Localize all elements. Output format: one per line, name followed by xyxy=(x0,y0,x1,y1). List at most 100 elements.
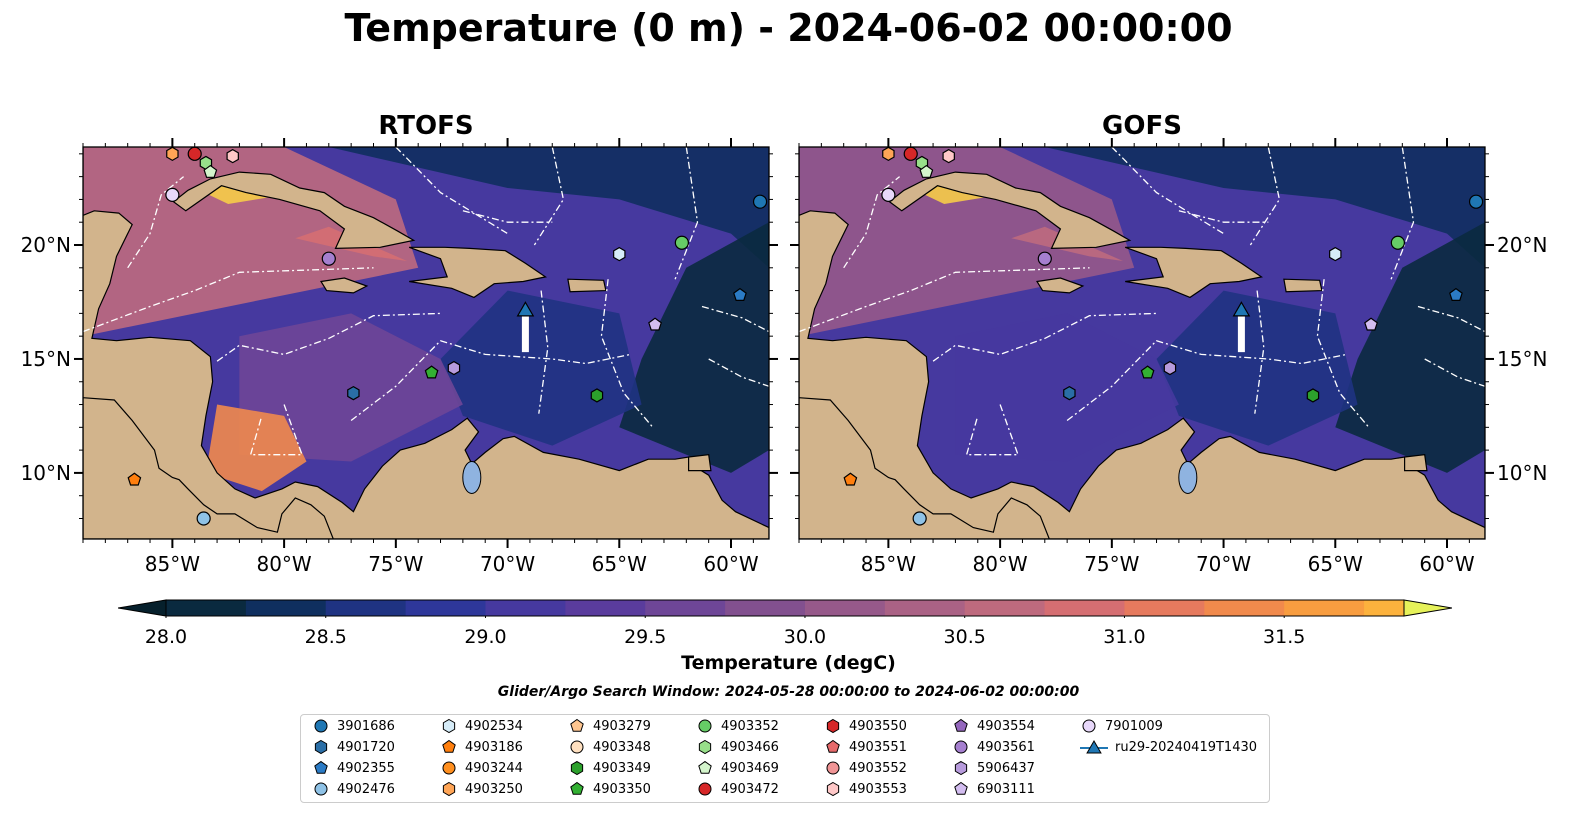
float-4903250[interactable] xyxy=(166,147,179,162)
legend-item: 4903348 xyxy=(567,737,651,757)
eez-boundary xyxy=(538,290,549,414)
eez-boundary xyxy=(1390,147,1415,280)
legend-item: 3901686 xyxy=(311,716,395,736)
float-3901686[interactable] xyxy=(752,194,768,209)
float-3901686[interactable] xyxy=(1468,194,1484,209)
float-4901720[interactable] xyxy=(1063,385,1076,401)
eez-boundary xyxy=(932,312,1157,362)
search-window-caption: Glider/Argo Search Window: 2024-05-28 00… xyxy=(497,684,1080,700)
colorbar-segment xyxy=(325,600,407,616)
float-4903553[interactable] xyxy=(942,148,955,164)
colorbar-segment xyxy=(1364,600,1405,616)
legend-marker-icon xyxy=(826,739,840,753)
float-6903111[interactable] xyxy=(648,317,662,331)
legend-label: 4903186 xyxy=(465,739,523,755)
eez-boundary xyxy=(701,305,769,333)
land-hispaniola xyxy=(1124,246,1264,299)
float-4902534[interactable] xyxy=(613,246,626,262)
float-5906437[interactable] xyxy=(1163,360,1177,376)
lat-tick-label: 15°N xyxy=(1497,347,1547,371)
lake-maracaibo xyxy=(1178,460,1198,494)
map-frame xyxy=(798,146,1486,540)
legend-label: 3901686 xyxy=(337,718,395,734)
legend-item: 4903186 xyxy=(439,737,523,757)
eez-boundary xyxy=(83,267,374,333)
float-4901720[interactable] xyxy=(347,385,360,401)
colorbar-segment xyxy=(1284,600,1365,616)
legend-marker-icon xyxy=(442,781,456,797)
legend-label: 4903350 xyxy=(593,781,651,797)
lon-tick-label: 75°W xyxy=(368,552,423,576)
legend-item: 4903553 xyxy=(823,779,907,799)
float-6903111[interactable] xyxy=(1364,317,1378,331)
legend-item: 4903352 xyxy=(695,716,779,736)
float-4902355[interactable] xyxy=(733,287,747,301)
eez-boundary xyxy=(965,404,1019,456)
eez-boundary xyxy=(1316,279,1370,428)
float-7901009[interactable] xyxy=(881,187,896,202)
float-4903349[interactable] xyxy=(1306,388,1320,403)
eez-boundary xyxy=(799,267,1090,333)
float-4903350[interactable] xyxy=(424,365,439,379)
float-4903352[interactable] xyxy=(674,235,689,250)
legend-item: 4903550 xyxy=(823,716,907,736)
legend-marker-icon xyxy=(954,760,968,776)
map-gofs[interactable] xyxy=(799,147,1485,539)
float-4903561[interactable] xyxy=(1037,251,1052,266)
colorbar-segment xyxy=(166,600,247,616)
lon-tick-label: 85°W xyxy=(861,552,916,576)
float-7901009[interactable] xyxy=(165,187,180,202)
float-4903352[interactable] xyxy=(1390,235,1405,250)
colorbar-tick-label: 31.0 xyxy=(1103,626,1146,648)
colorbar-segment xyxy=(964,600,1046,616)
legend-item: ru29-20240419T1430 xyxy=(1079,737,1257,757)
legend-marker-icon xyxy=(314,739,328,755)
map-rtofs[interactable] xyxy=(83,147,769,539)
legend-label: 5906437 xyxy=(977,760,1035,776)
float-4903553[interactable] xyxy=(226,148,239,164)
float-4903349[interactable] xyxy=(590,388,604,403)
colorbar-gradient xyxy=(117,599,1453,618)
float-4903186[interactable] xyxy=(843,472,858,486)
legend-marker-icon xyxy=(1082,719,1096,733)
colorbar-segment xyxy=(804,600,886,616)
float-4903186[interactable] xyxy=(127,472,142,486)
land-cuba xyxy=(172,171,416,250)
colorbar-segment xyxy=(245,600,327,616)
float-4903350[interactable] xyxy=(1140,365,1155,379)
float-4903250[interactable] xyxy=(882,147,895,162)
legend-label: 4903553 xyxy=(849,781,907,797)
legend-item: 4903279 xyxy=(567,716,651,736)
legend-marker-icon xyxy=(954,718,968,732)
glider-ru29-20240419T1430[interactable] xyxy=(516,301,535,317)
map-canvas-gofs xyxy=(799,147,1485,539)
float-4902355[interactable] xyxy=(1449,287,1463,301)
panel-title-gofs: GOFS xyxy=(1102,111,1182,141)
float-4902476[interactable] xyxy=(912,511,927,526)
eez-boundary xyxy=(600,279,654,428)
float-4902476[interactable] xyxy=(196,511,211,526)
lon-tick-label: 60°W xyxy=(1419,552,1474,576)
map-canvas-rtofs xyxy=(83,147,769,539)
colorbar-tick-label: 30.0 xyxy=(783,626,827,648)
colorbar-segment xyxy=(725,600,806,616)
float-5906437[interactable] xyxy=(447,360,461,376)
eez-boundary xyxy=(1249,147,1281,246)
colorbar-tick-label: 29.5 xyxy=(624,626,667,648)
temperature-field-region xyxy=(205,404,307,492)
land-trinidad xyxy=(687,454,712,472)
float-4903561[interactable] xyxy=(321,251,336,266)
temperature-field-region xyxy=(1156,290,1358,446)
land-cuba xyxy=(888,171,1132,250)
legend-item: 4903554 xyxy=(951,716,1035,736)
land-trinidad xyxy=(1403,454,1428,472)
float-4902534[interactable] xyxy=(1329,246,1342,262)
panel-title-rtofs: RTOFS xyxy=(378,111,474,141)
float-4903469[interactable] xyxy=(203,164,218,178)
float-4903469[interactable] xyxy=(919,164,934,178)
eez-boundary xyxy=(216,312,441,362)
eez-boundary xyxy=(674,147,699,280)
colorbar-segment xyxy=(1204,600,1285,616)
land-hispaniola xyxy=(408,246,548,299)
glider-ru29-20240419T1430[interactable] xyxy=(1232,301,1251,317)
